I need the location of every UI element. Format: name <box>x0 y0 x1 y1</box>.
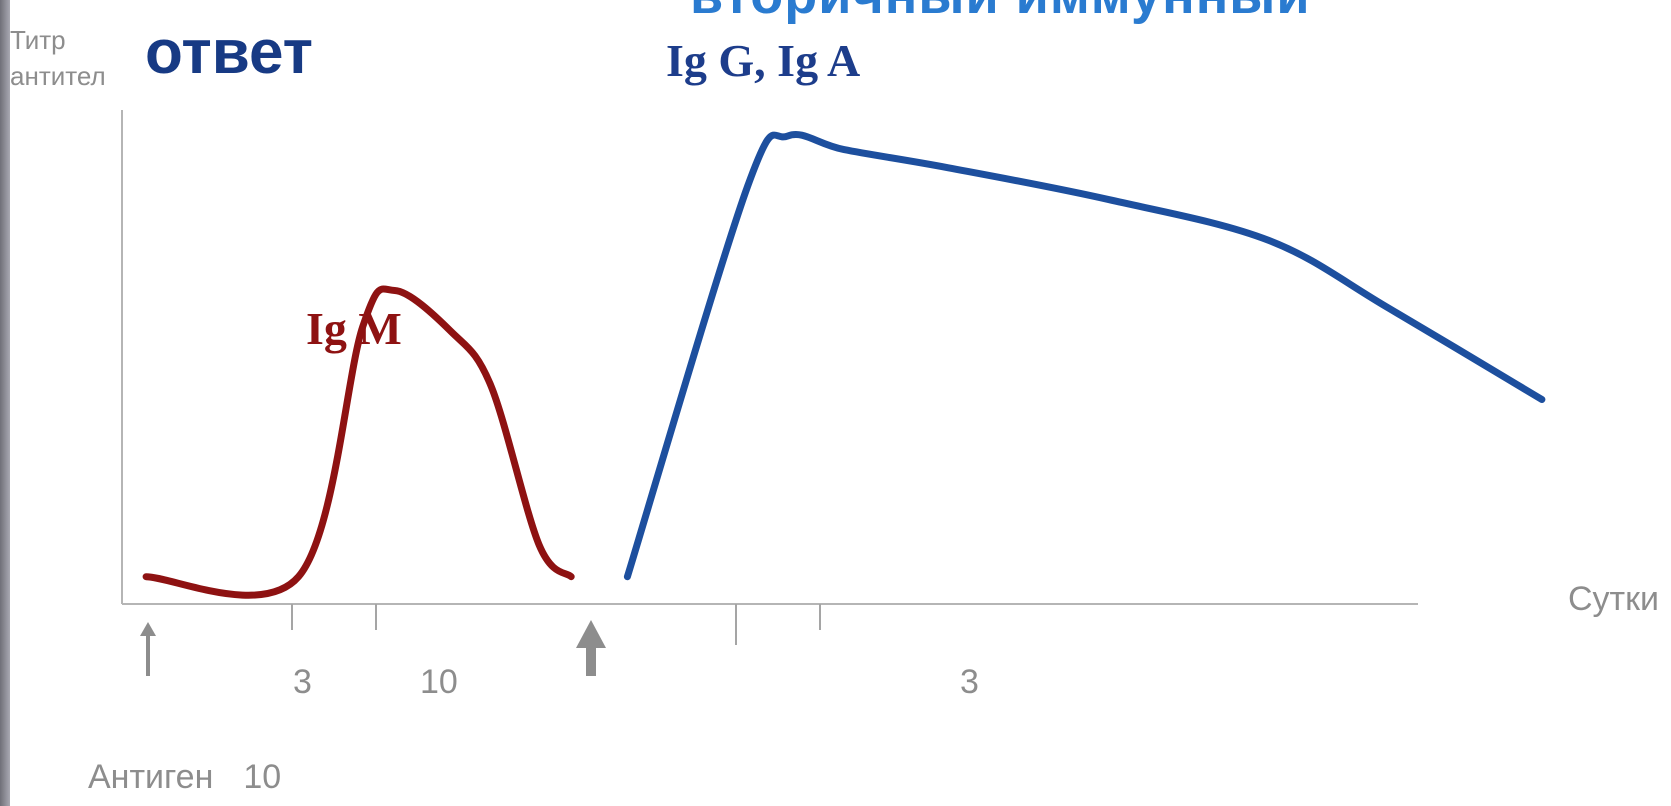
antigen-label: Антиген <box>88 758 214 796</box>
series-line-igg-iga <box>623 131 1546 581</box>
x-axis-title: Сутки <box>1568 580 1659 618</box>
y-axis-title: Титр антител <box>10 22 106 95</box>
x-tick-label: 10 <box>420 663 458 701</box>
cut-off-title-text: вторичный иммунный <box>690 0 1311 26</box>
x-tick-label: 3 <box>293 663 312 701</box>
heading: ответ <box>145 18 314 87</box>
arrow-icon <box>576 620 606 676</box>
x-tick-label: 3 <box>960 663 979 701</box>
series-line-igm <box>142 285 575 599</box>
series-label-igm: Ig M <box>306 303 402 354</box>
arrow-icon <box>140 622 156 676</box>
antigen-caption: Антиген 10 <box>88 758 281 797</box>
series-label-igg-iga: Ig G, Ig A <box>666 35 861 86</box>
y-axis-title-line-2: антител <box>10 61 106 92</box>
antigen-day: 10 <box>243 758 282 796</box>
left-edge-strip <box>0 0 10 806</box>
y-axis-title-line-1: Титр <box>10 25 66 55</box>
